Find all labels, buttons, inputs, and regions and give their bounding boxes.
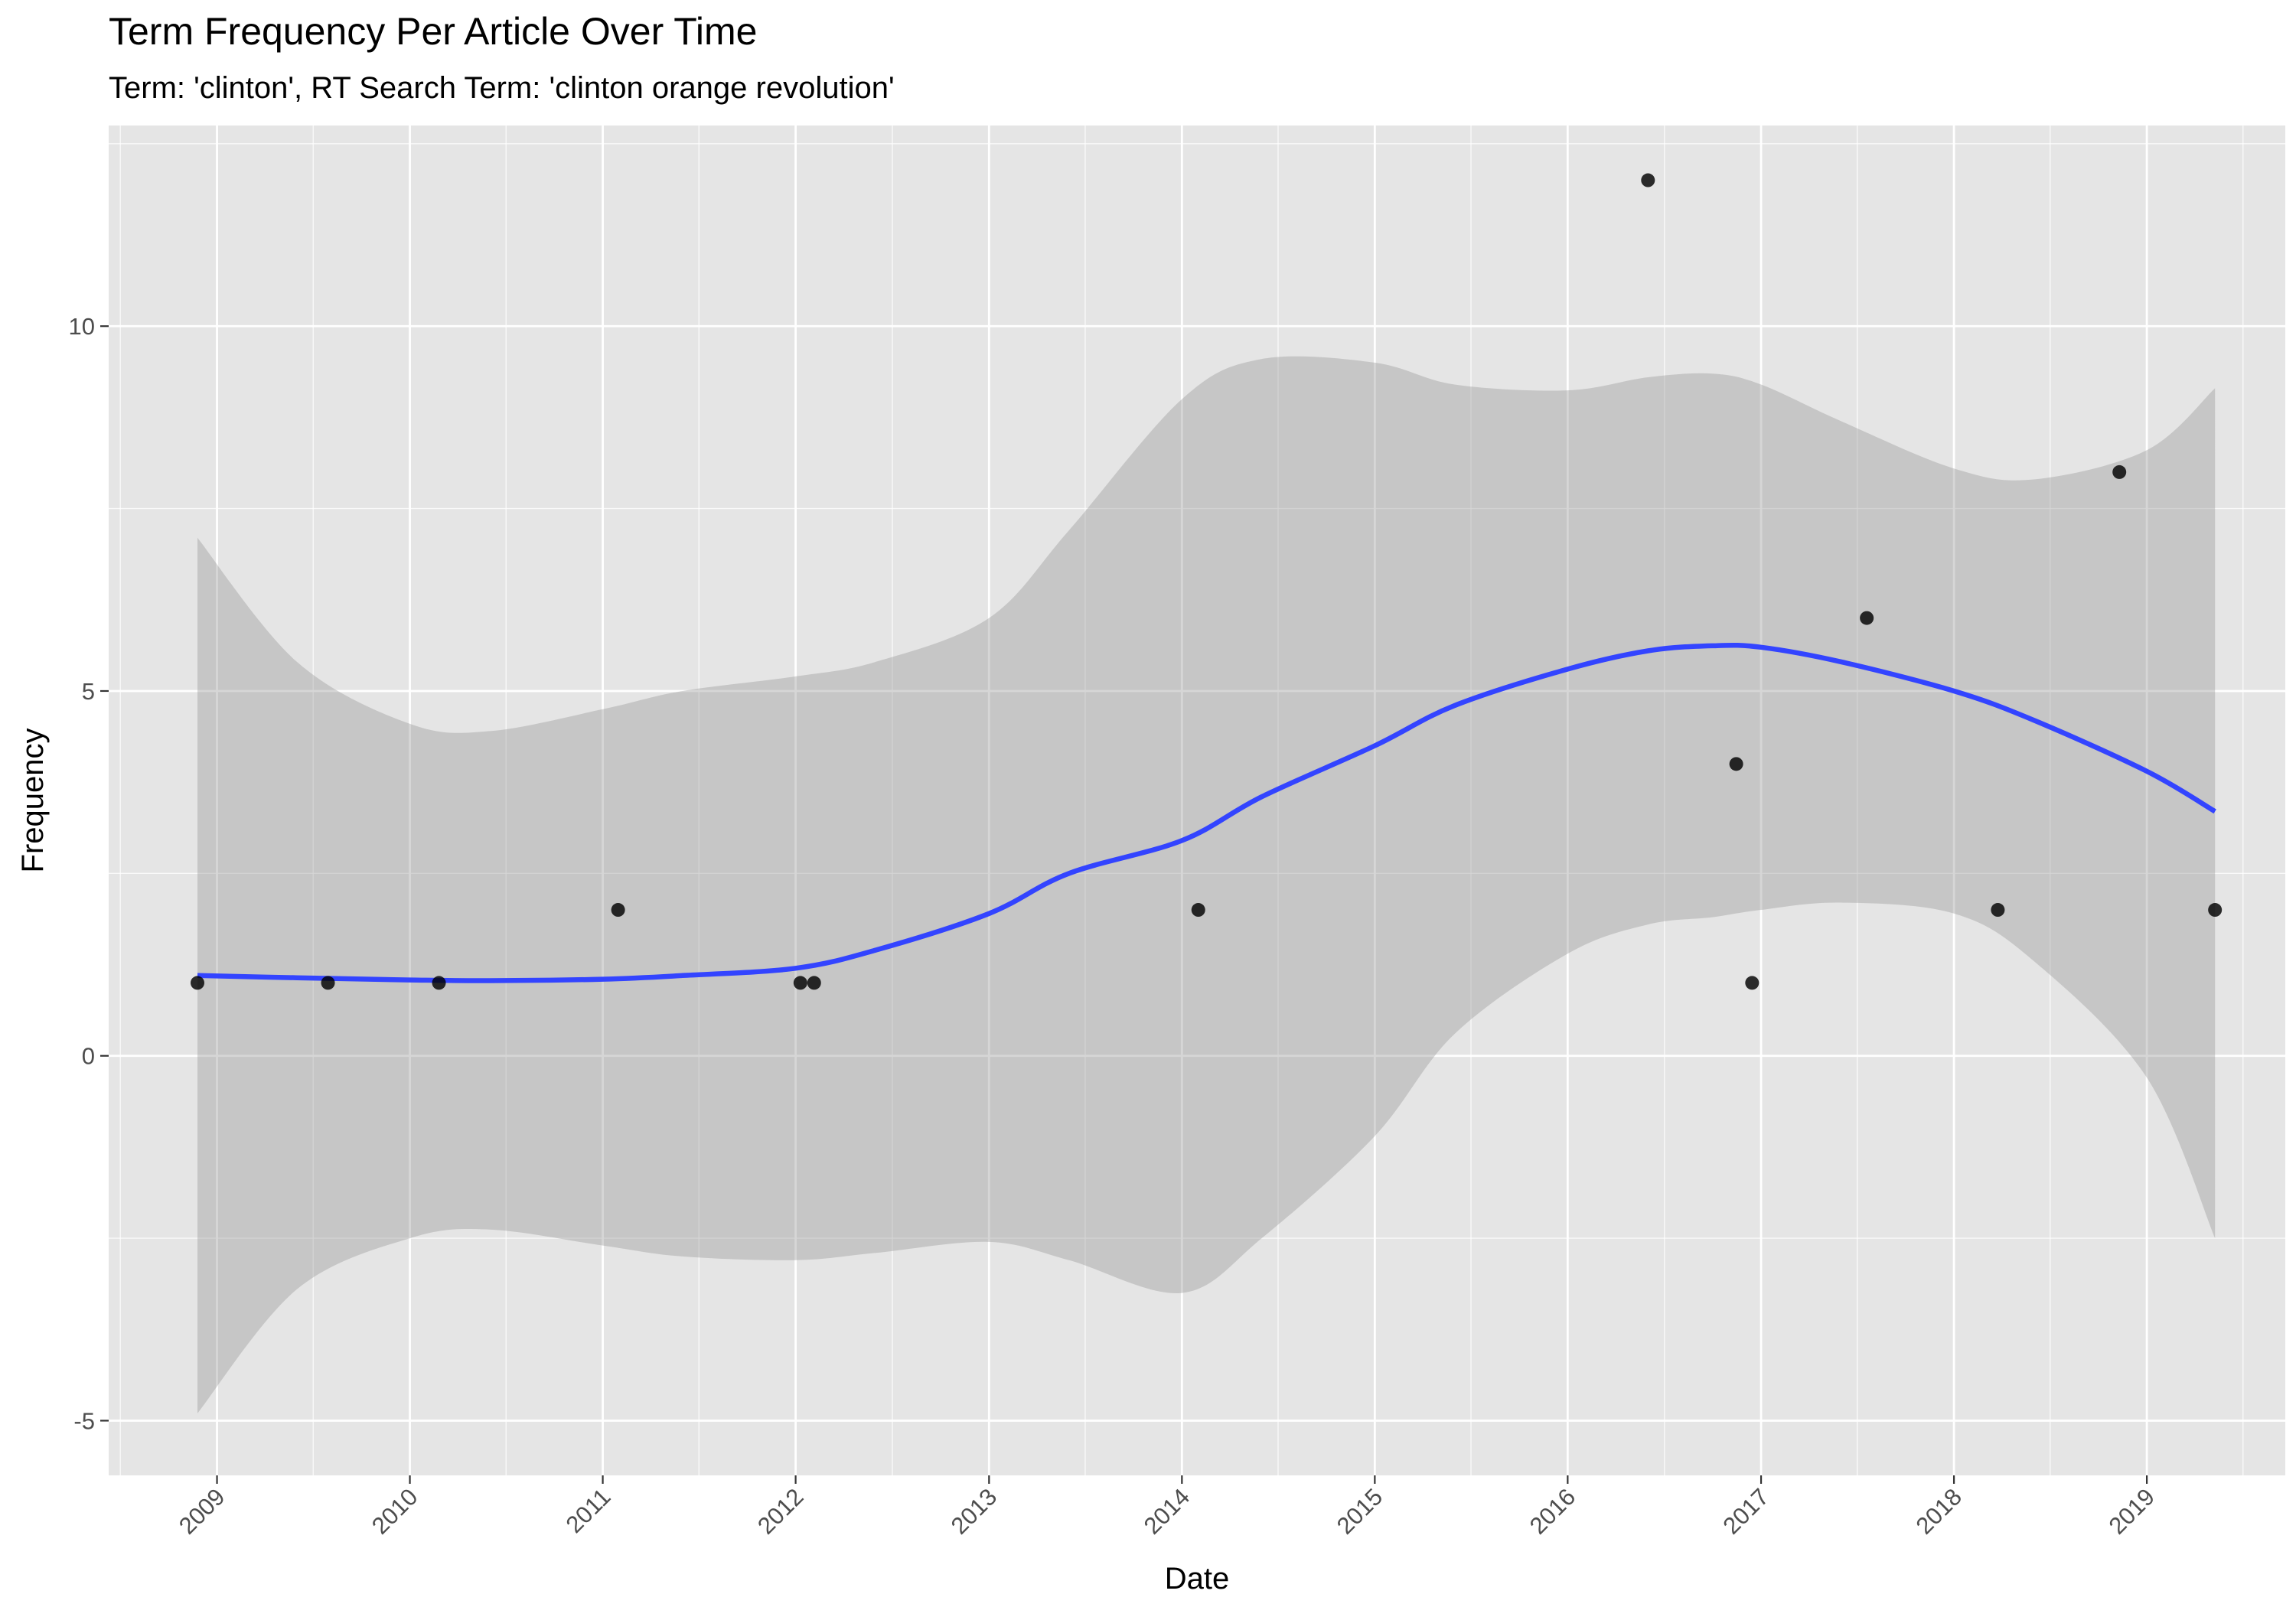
- data-point: [1991, 903, 2005, 918]
- x-tick-label: 2019: [2104, 1483, 2161, 1540]
- data-point: [1191, 903, 1205, 918]
- data-point: [1860, 611, 1874, 625]
- smooth-trend-line: [197, 642, 2216, 983]
- y-tick-label: 0: [82, 1043, 95, 1070]
- data-point: [807, 976, 821, 990]
- x-tick-label: 2009: [174, 1483, 230, 1540]
- y-axis: -5 0 5 10: [69, 313, 109, 1434]
- data-point: [2112, 464, 2127, 479]
- x-tick-label: 2017: [1717, 1483, 1774, 1540]
- data-points: [190, 173, 2223, 990]
- chart-subtitle: Term: 'clinton', RT Search Term: 'clinto…: [109, 71, 895, 105]
- x-tick-label: 2012: [752, 1483, 809, 1540]
- x-tick-label: 2013: [946, 1483, 1003, 1540]
- x-tick-label: 2015: [1332, 1483, 1388, 1540]
- data-point: [321, 976, 335, 990]
- data-point: [611, 903, 625, 918]
- x-axis: 2009 2010 2011 2012 2013 2014 2015 2016 2017 2018…: [174, 1475, 2160, 1540]
- x-tick-label: 2014: [1139, 1483, 1195, 1540]
- plot-panel: [109, 125, 2285, 1475]
- data-point: [1729, 757, 1743, 771]
- x-tick-label: 2011: [561, 1483, 616, 1538]
- data-point: [1745, 976, 1760, 990]
- data-point: [1641, 173, 1655, 187]
- confidence-ribbon: [197, 356, 2216, 1414]
- y-tick-label: -5: [73, 1407, 95, 1434]
- x-tick-label: 2016: [1525, 1483, 1581, 1540]
- y-tick-label: 5: [82, 678, 95, 705]
- data-point: [190, 976, 204, 990]
- data-point: [793, 976, 807, 990]
- x-axis-label: Date: [1165, 1562, 1230, 1596]
- y-tick-label: 10: [69, 313, 95, 340]
- data-point: [432, 976, 446, 990]
- x-tick-label: 2018: [1911, 1483, 1968, 1540]
- data-point: [2208, 903, 2223, 918]
- chart-title: Term Frequency Per Article Over Time: [109, 10, 757, 53]
- y-axis-label: Frequency: [16, 729, 50, 873]
- major-gridlines: [109, 125, 2285, 1475]
- minor-gridlines: [109, 125, 2285, 1475]
- x-tick-label: 2010: [367, 1483, 423, 1540]
